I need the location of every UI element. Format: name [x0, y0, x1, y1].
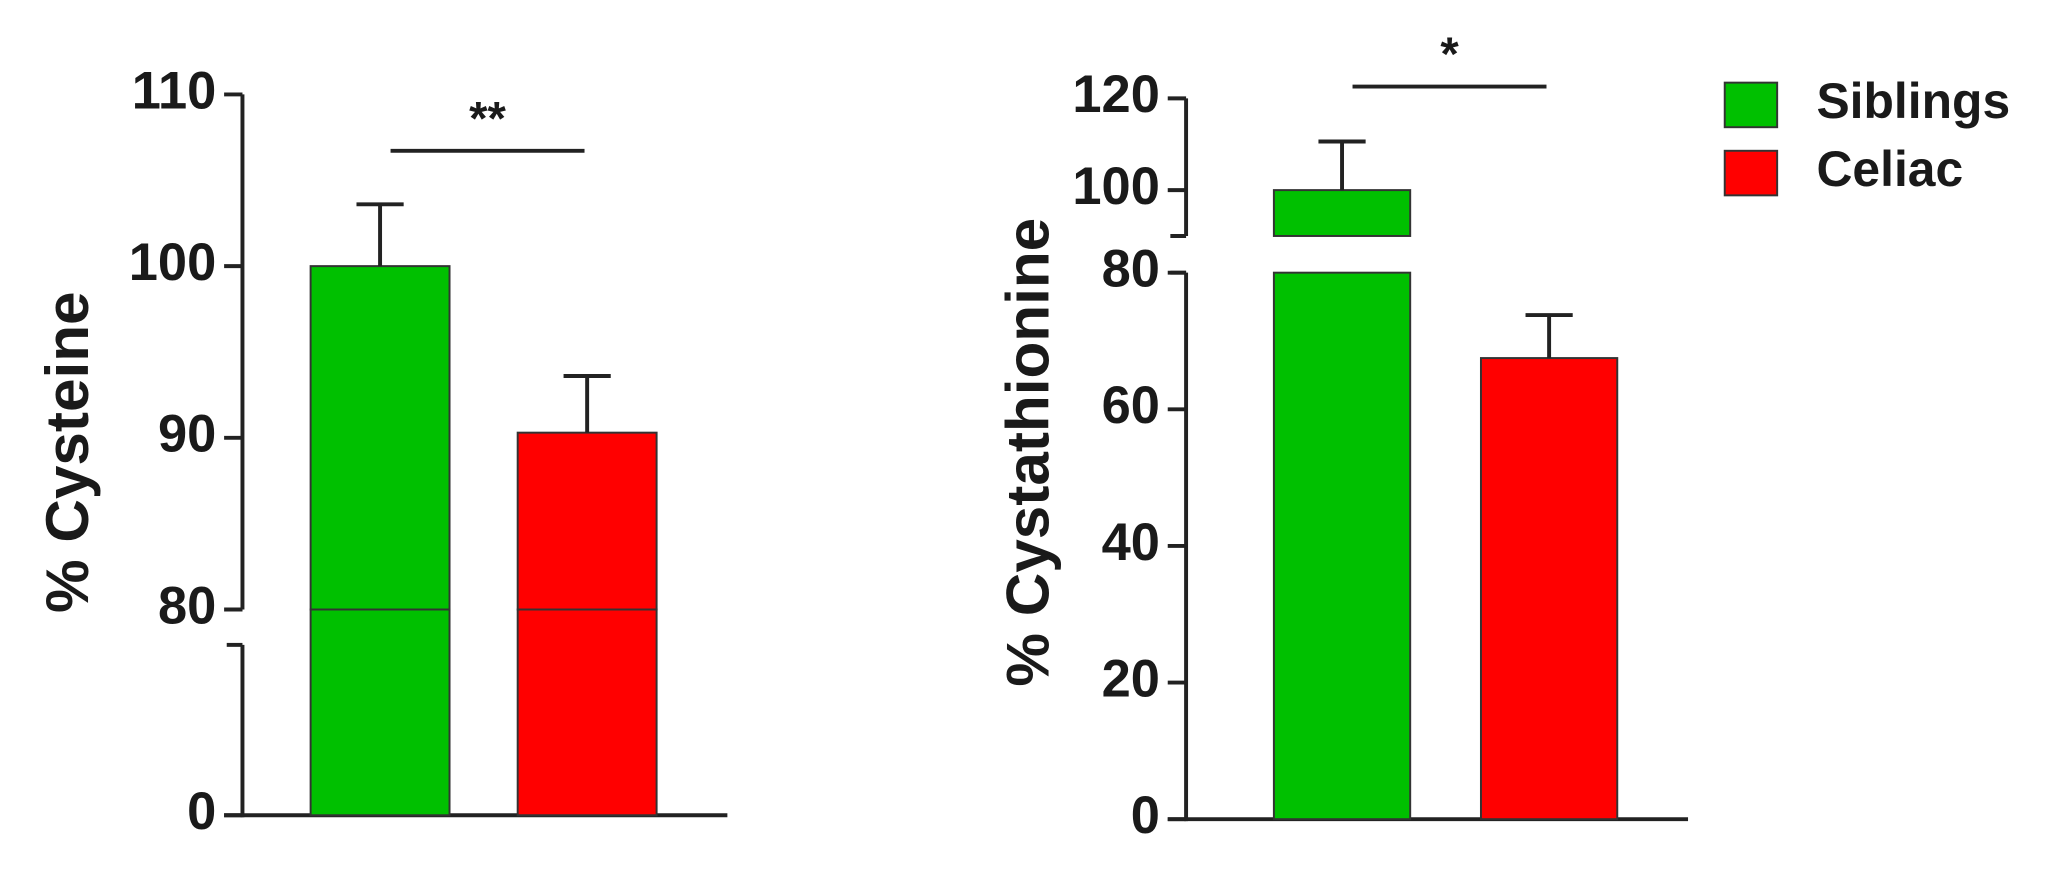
y-tick-label: 0: [1131, 787, 1160, 845]
y-tick-label: 80: [1102, 241, 1160, 299]
bar: [309, 608, 451, 817]
legend-label: Celiac: [1816, 141, 1963, 197]
legend-swatch: [1723, 149, 1779, 197]
bar: [516, 608, 658, 817]
y-tick-label: 100: [1072, 158, 1159, 216]
y-tick-label: 0: [187, 783, 216, 841]
y-tick-label: 90: [158, 406, 216, 464]
y-tick-label: 60: [1102, 377, 1160, 435]
y-axis-label: % Cysteine: [33, 291, 101, 613]
legend-label: Siblings: [1816, 73, 2010, 129]
y-tick-label: 110: [132, 62, 217, 120]
bar: [309, 265, 451, 611]
legend-swatch: [1723, 81, 1779, 129]
y-tick-label: 120: [1072, 66, 1159, 124]
y-tick-label: 80: [158, 577, 216, 635]
bar: [516, 431, 658, 611]
y-tick-label: 100: [129, 234, 216, 292]
bar: [1479, 357, 1619, 821]
bar: [1272, 271, 1412, 821]
significance-label: **: [469, 91, 506, 144]
significance-label: *: [1440, 27, 1459, 80]
bar: [1272, 189, 1412, 237]
y-tick-label: 40: [1102, 514, 1160, 572]
y-tick-label: 20: [1102, 650, 1160, 708]
y-axis-label: % Cystathionine: [994, 218, 1062, 687]
